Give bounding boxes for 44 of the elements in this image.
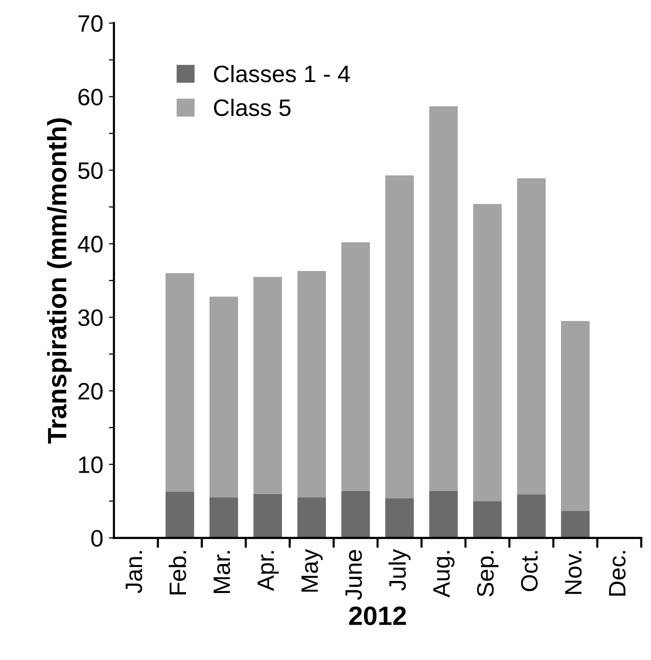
bar: [473, 501, 502, 538]
bar: [166, 273, 194, 492]
y-tick-label: 40: [78, 236, 103, 253]
bar: [210, 497, 238, 538]
bar: [166, 492, 194, 538]
bar: [297, 270, 326, 498]
bar: [561, 510, 590, 538]
bar: [517, 494, 546, 538]
x-tick-label: Oct.: [520, 551, 538, 592]
bar: [385, 498, 414, 538]
x-tick-label: Sep.: [477, 551, 498, 597]
x-tick-label: Dec.: [609, 551, 626, 596]
bar: [517, 178, 546, 495]
bar: [341, 490, 370, 538]
y-tick-label: 60: [78, 88, 103, 106]
x-tick-label: Mar.: [214, 551, 230, 593]
bar: [429, 106, 458, 491]
x-tick-label: Aug.: [433, 551, 454, 598]
x-tick-label: June: [345, 550, 362, 600]
bar: [210, 296, 238, 498]
x-tick-label: Nov.: [565, 551, 582, 594]
y-tick-label: 20: [78, 382, 103, 400]
y-tick-label: 10: [79, 456, 103, 474]
y-tick-label: 30: [78, 309, 103, 326]
bar: [385, 175, 414, 498]
legend-label: Class 5: [214, 98, 291, 116]
bar: [429, 490, 458, 538]
x-tick-label: Jan.: [126, 551, 142, 594]
bar: [253, 494, 282, 538]
bar: [473, 204, 502, 502]
x-tick-label: Apr.: [258, 551, 279, 591]
bar: [341, 242, 370, 491]
y-axis-title: Transpiration (mm/month): [47, 118, 72, 444]
x-axis-title: 2012: [349, 606, 406, 626]
y-tick-label: 0: [91, 530, 103, 547]
bar: [297, 497, 326, 538]
x-tick-label: July: [388, 549, 411, 591]
bar: [561, 320, 590, 511]
legend-label: Classes 1 - 4: [214, 64, 350, 82]
x-tick-label: Feb.: [168, 551, 186, 594]
y-tick-label: 70: [78, 15, 103, 32]
bar: [253, 276, 282, 494]
y-tick-label: 50: [78, 162, 103, 179]
x-tick-label: May: [302, 549, 323, 592]
